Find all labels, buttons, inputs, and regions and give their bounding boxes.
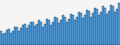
Bar [64, 17, 66, 45]
Bar [38, 20, 40, 45]
Bar [88, 11, 90, 45]
Bar [56, 18, 58, 45]
Bar [84, 15, 86, 45]
Bar [34, 26, 36, 45]
Bar [108, 11, 110, 45]
Bar [102, 6, 104, 45]
Bar [66, 22, 68, 45]
Bar [22, 25, 24, 45]
Bar [20, 28, 22, 45]
Bar [16, 27, 18, 45]
Bar [94, 8, 96, 45]
Bar [12, 31, 14, 45]
Bar [70, 14, 72, 45]
Bar [118, 3, 120, 45]
Bar [62, 15, 64, 45]
Bar [58, 23, 60, 45]
Bar [78, 12, 80, 45]
Bar [72, 15, 74, 45]
Bar [112, 6, 114, 45]
Bar [40, 22, 42, 45]
Bar [50, 25, 52, 45]
Bar [4, 33, 6, 45]
Bar [92, 13, 94, 45]
Bar [6, 30, 8, 45]
Bar [2, 34, 4, 45]
Bar [80, 13, 82, 45]
Bar [44, 24, 46, 45]
Bar [32, 22, 34, 45]
Bar [104, 8, 106, 45]
Bar [74, 20, 76, 45]
Bar [100, 12, 102, 45]
Bar [48, 20, 50, 45]
Bar [26, 28, 28, 45]
Bar [98, 15, 100, 45]
Bar [114, 12, 116, 45]
Bar [76, 17, 78, 45]
Bar [36, 24, 38, 45]
Bar [42, 27, 44, 45]
Bar [116, 9, 118, 45]
Bar [46, 19, 48, 45]
Bar [28, 25, 30, 45]
Bar [18, 31, 20, 45]
Bar [90, 17, 92, 45]
Bar [110, 5, 112, 45]
Bar [68, 19, 70, 45]
Bar [14, 27, 16, 45]
Bar [82, 18, 84, 45]
Bar [10, 33, 12, 45]
Bar [30, 22, 32, 45]
Bar [8, 29, 10, 45]
Bar [0, 31, 2, 45]
Bar [106, 14, 108, 45]
Bar [54, 17, 56, 45]
Bar [24, 24, 26, 45]
Bar [86, 10, 88, 45]
Bar [52, 22, 54, 45]
Bar [96, 9, 98, 45]
Bar [60, 20, 62, 45]
